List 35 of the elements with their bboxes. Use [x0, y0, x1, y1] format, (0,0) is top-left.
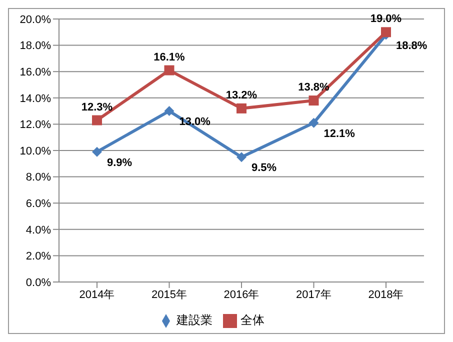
data-label: 12.1% — [324, 128, 356, 140]
y-tick-label: 12.0% — [20, 119, 52, 132]
data-label: 16.1% — [154, 51, 186, 64]
y-tick-label: 16.0% — [20, 66, 52, 79]
point — [164, 106, 174, 116]
data-label: 18.8% — [396, 40, 428, 52]
y-tick-label: 18.0% — [20, 40, 52, 52]
legend-label: 全体 — [240, 313, 264, 327]
point — [92, 146, 102, 157]
data-label: 9.5% — [252, 162, 277, 174]
point — [381, 27, 391, 38]
y-tick-label: 10.0% — [20, 145, 52, 158]
data-label: 13.2% — [226, 89, 258, 102]
x-tick-label: 2015年 — [152, 288, 187, 301]
y-tick-label: 4.0% — [26, 224, 52, 236]
data-label: 9.9% — [107, 156, 132, 169]
data-label: 19.0% — [370, 13, 402, 26]
x-tick-label: 2016年 — [224, 288, 260, 301]
y-tick-label: 14.0% — [20, 92, 52, 105]
point — [308, 118, 319, 128]
x-tick-label: 2017年 — [296, 288, 332, 301]
legend-label: 建設業 — [176, 313, 212, 327]
point — [164, 65, 174, 76]
point — [236, 152, 246, 162]
y-tick-label: 6.0% — [26, 198, 52, 210]
data-label: 12.3% — [81, 101, 113, 114]
y-tick-label: 2.0% — [26, 250, 52, 263]
y-tick-label: 20.0% — [20, 14, 52, 26]
point — [236, 103, 246, 114]
point — [308, 96, 319, 106]
point — [92, 115, 102, 126]
y-tick-label: 0.0% — [26, 276, 52, 289]
y-tick-label: 8.0% — [26, 172, 52, 184]
x-tick-label: 2018年 — [368, 288, 404, 301]
x-tick-label: 2014年 — [79, 288, 115, 301]
